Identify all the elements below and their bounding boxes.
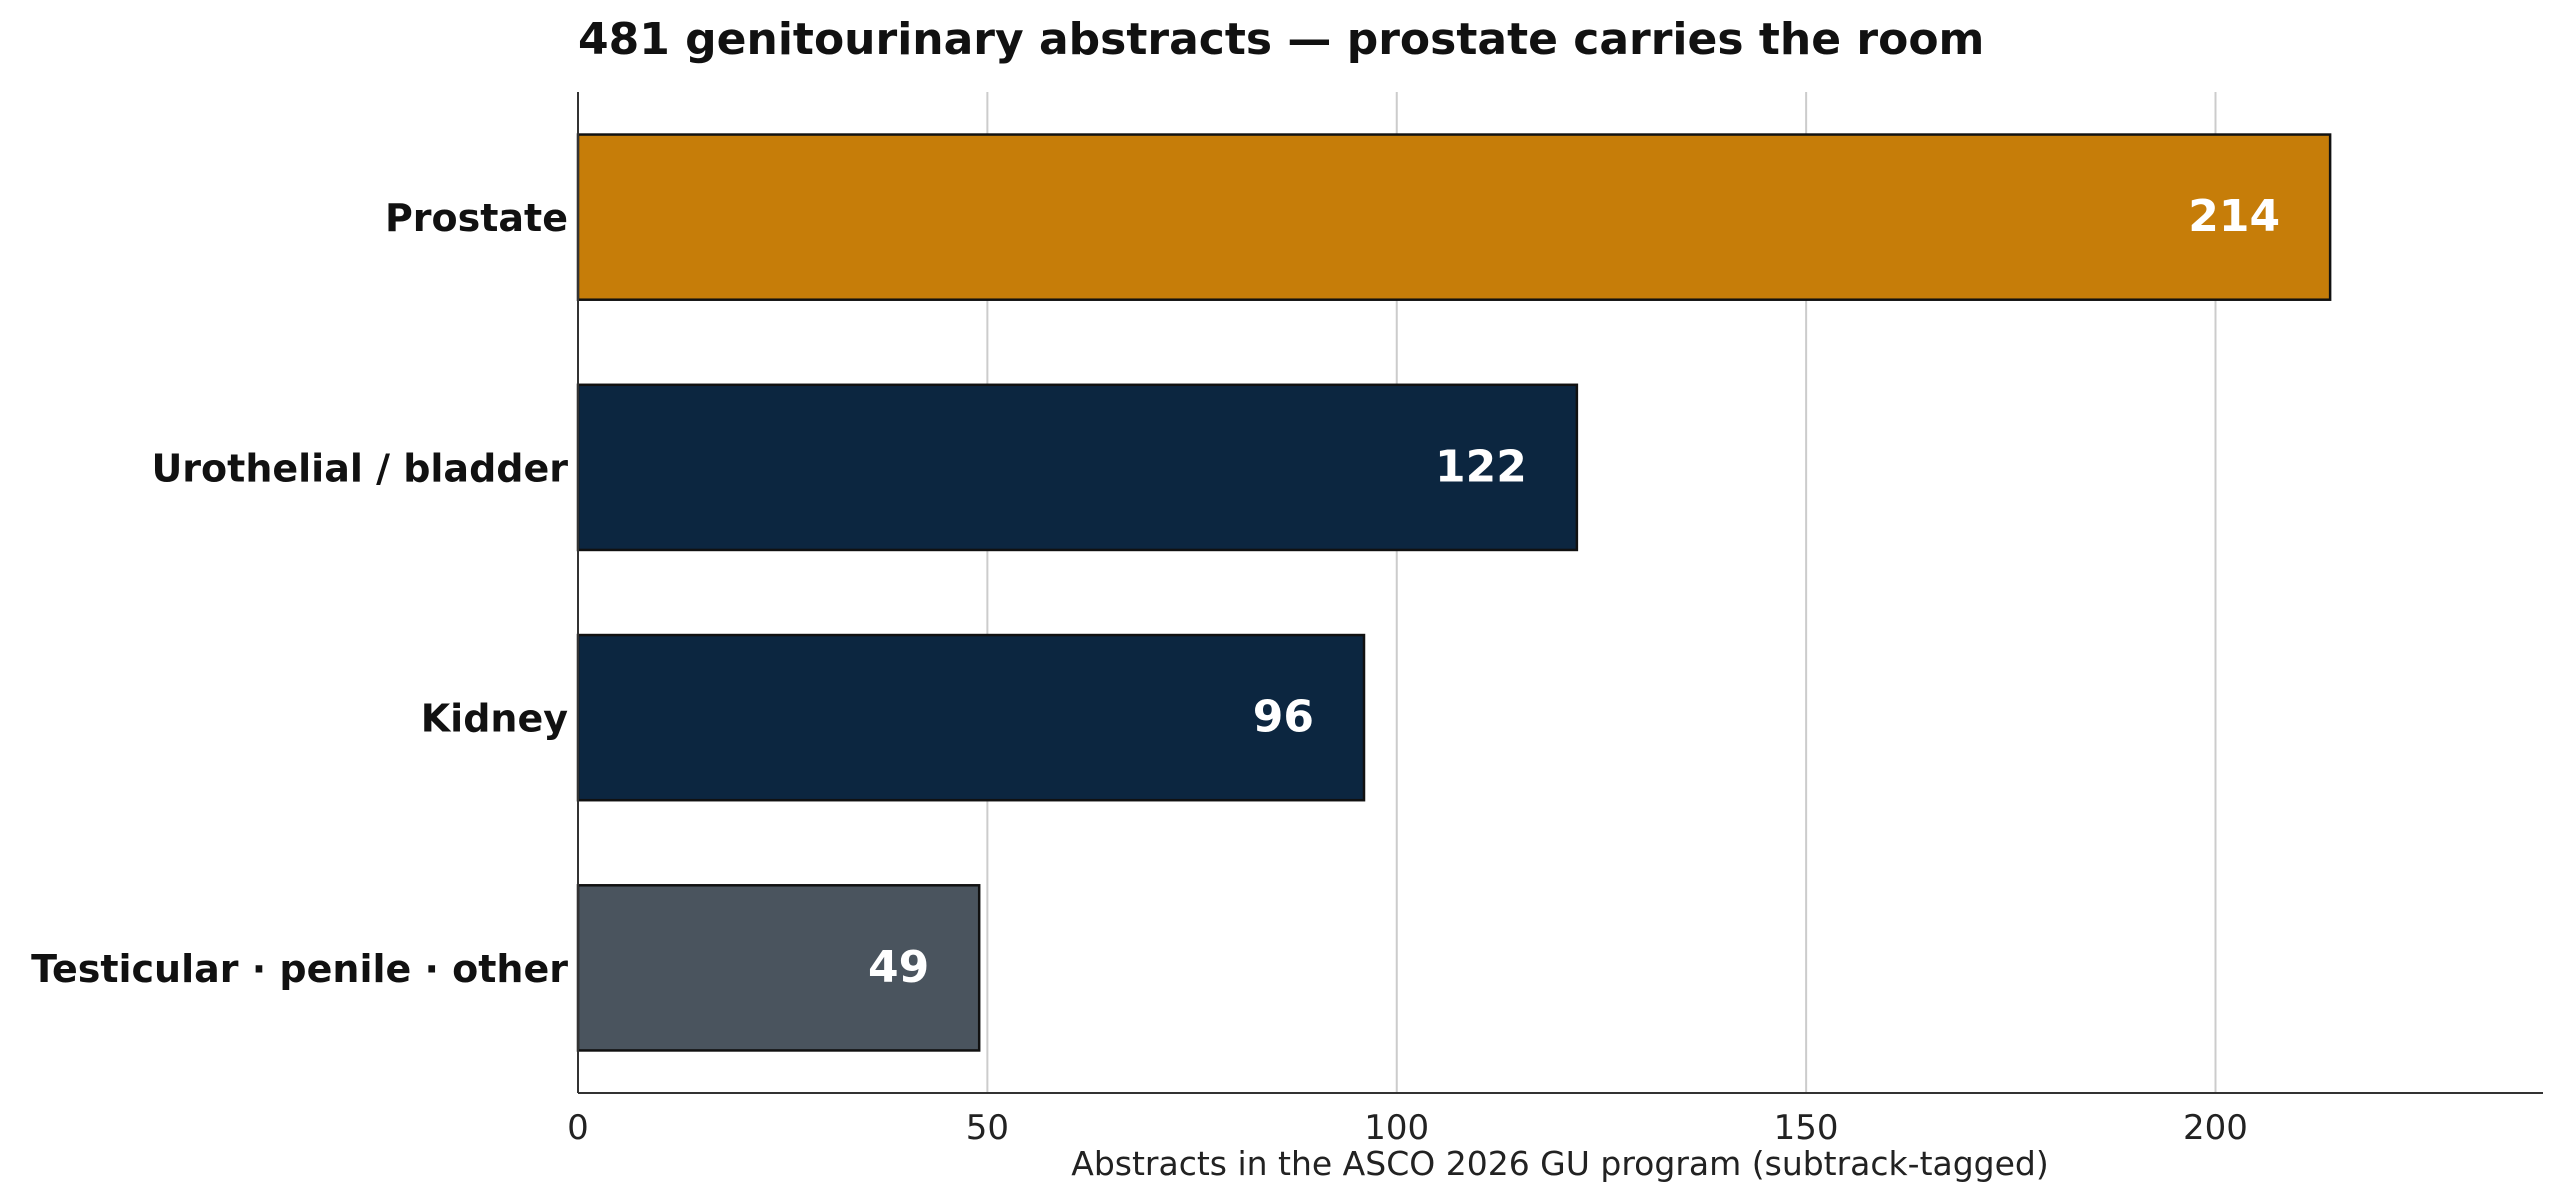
category-label-2: Kidney xyxy=(421,697,568,741)
category-label-1: Urothelial / bladder xyxy=(151,446,568,490)
value-label-1: 122 xyxy=(1435,441,1527,492)
x-tick-label-200: 200 xyxy=(2183,1108,2248,1148)
x-tick-label-50: 50 xyxy=(966,1108,1009,1148)
bar-2 xyxy=(576,633,1366,802)
bars xyxy=(576,133,2332,1052)
bar-0 xyxy=(576,133,2332,301)
value-label-2: 96 xyxy=(1253,692,1314,743)
category-label-0: Prostate xyxy=(385,196,568,240)
chart-title: 481 genitourinary abstracts — prostate c… xyxy=(578,14,1984,65)
x-tick-label-150: 150 xyxy=(1774,1108,1839,1148)
category-labels: Prostate Urothelial / bladder Kidney Testic… xyxy=(31,196,568,991)
bar-3 xyxy=(576,884,981,1052)
bar-1 xyxy=(576,383,1579,552)
x-tick-label-0: 0 xyxy=(567,1108,589,1148)
value-label-3: 49 xyxy=(868,942,929,993)
x-axis-label: Abstracts in the ASCO 2026 GU program (s… xyxy=(1071,1144,2049,1183)
category-label-3: Testicular · penile · other xyxy=(31,947,568,991)
value-label-0: 214 xyxy=(2188,191,2280,242)
value-labels: 214 122 96 49 xyxy=(868,191,2280,993)
x-tick-label-100: 100 xyxy=(1364,1108,1429,1148)
x-tick-labels: 0 50 100 150 200 xyxy=(567,1108,2248,1148)
